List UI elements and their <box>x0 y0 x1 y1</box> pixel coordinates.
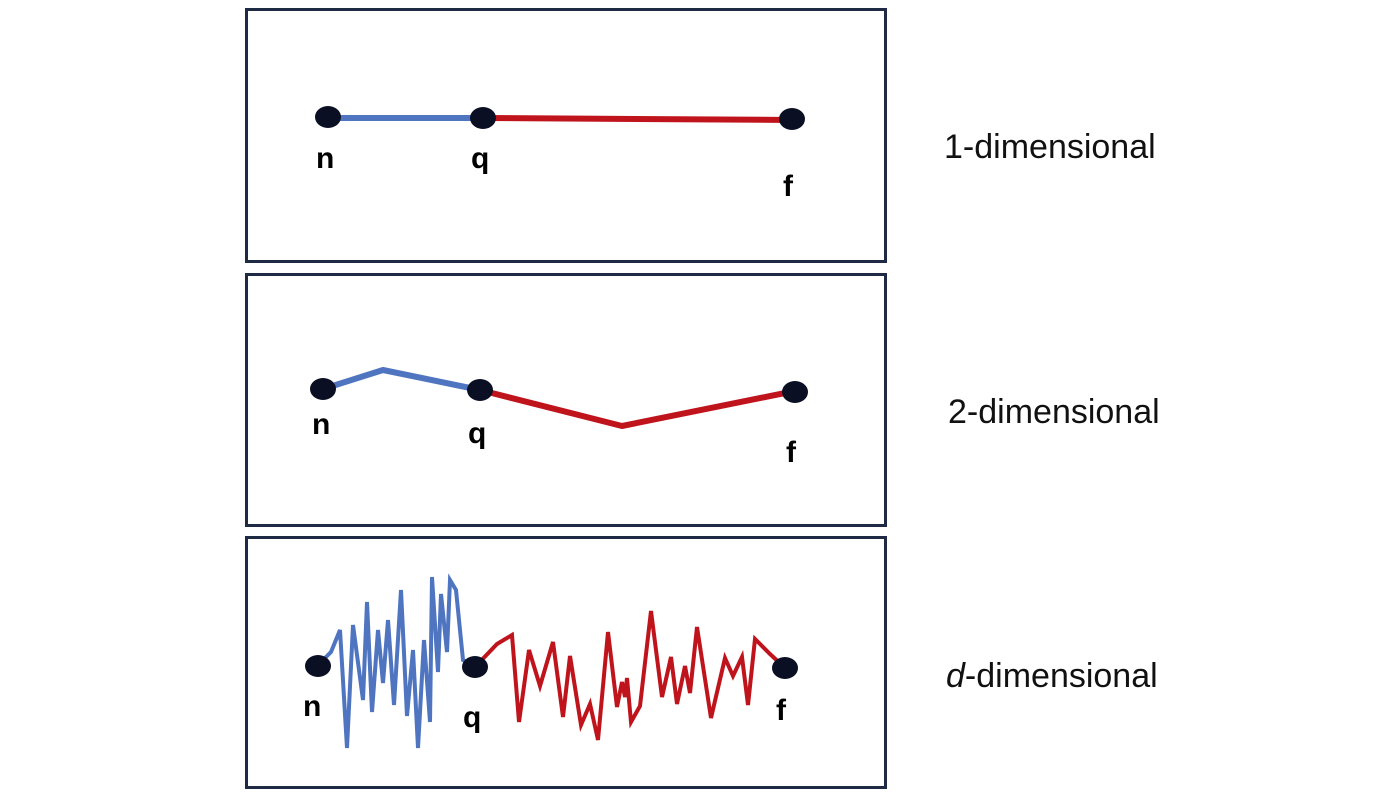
node-f-2d <box>782 381 808 403</box>
dimension-prefix-d: d <box>946 657 965 695</box>
path-n-to-q-2d <box>322 367 481 393</box>
path-q-to-f-2d <box>479 387 796 429</box>
node-label-q-dd: q <box>463 701 481 734</box>
dimension-prefix-1: 1 <box>944 128 963 166</box>
path-q-to-f-1d <box>482 115 793 123</box>
panel-1-paths: n q f <box>315 106 805 203</box>
node-q-2d <box>467 379 493 401</box>
dimension-suffix-2: -dimensional <box>966 393 1160 431</box>
node-f-dd <box>772 657 798 679</box>
path-n-to-q-dd <box>316 573 477 749</box>
panel-d-paths: n q f <box>303 573 798 749</box>
node-label-f-2d: f <box>786 436 797 469</box>
node-q-1d <box>470 107 496 129</box>
panel-2-dimensional <box>245 273 887 527</box>
dimension-suffix-d: -dimensional <box>964 657 1158 695</box>
node-label-f-1d: f <box>783 170 794 203</box>
node-label-n-2d: n <box>312 408 330 441</box>
panel-1-dimensional <box>245 8 887 263</box>
node-label-n-dd: n <box>303 690 321 723</box>
node-n-2d <box>310 378 336 400</box>
node-f-1d <box>779 108 805 130</box>
node-label-n-1d: n <box>316 142 334 175</box>
node-q-dd <box>462 656 488 678</box>
node-label-q-1d: q <box>471 142 489 175</box>
dimension-prefix-2: 2 <box>948 393 967 431</box>
dimension-label-1: 1-dimensional <box>944 128 1156 167</box>
node-n-dd <box>305 655 331 677</box>
node-label-f-dd: f <box>776 694 787 727</box>
panel-2-paths: n q f <box>310 367 808 469</box>
dimension-label-d: d-dimensional <box>946 657 1158 696</box>
path-q-to-f-dd <box>473 610 787 741</box>
node-label-q-2d: q <box>468 417 486 450</box>
node-n-1d <box>315 106 341 128</box>
dimension-label-2: 2-dimensional <box>948 393 1160 432</box>
dimension-suffix-1: -dimensional <box>962 128 1156 166</box>
